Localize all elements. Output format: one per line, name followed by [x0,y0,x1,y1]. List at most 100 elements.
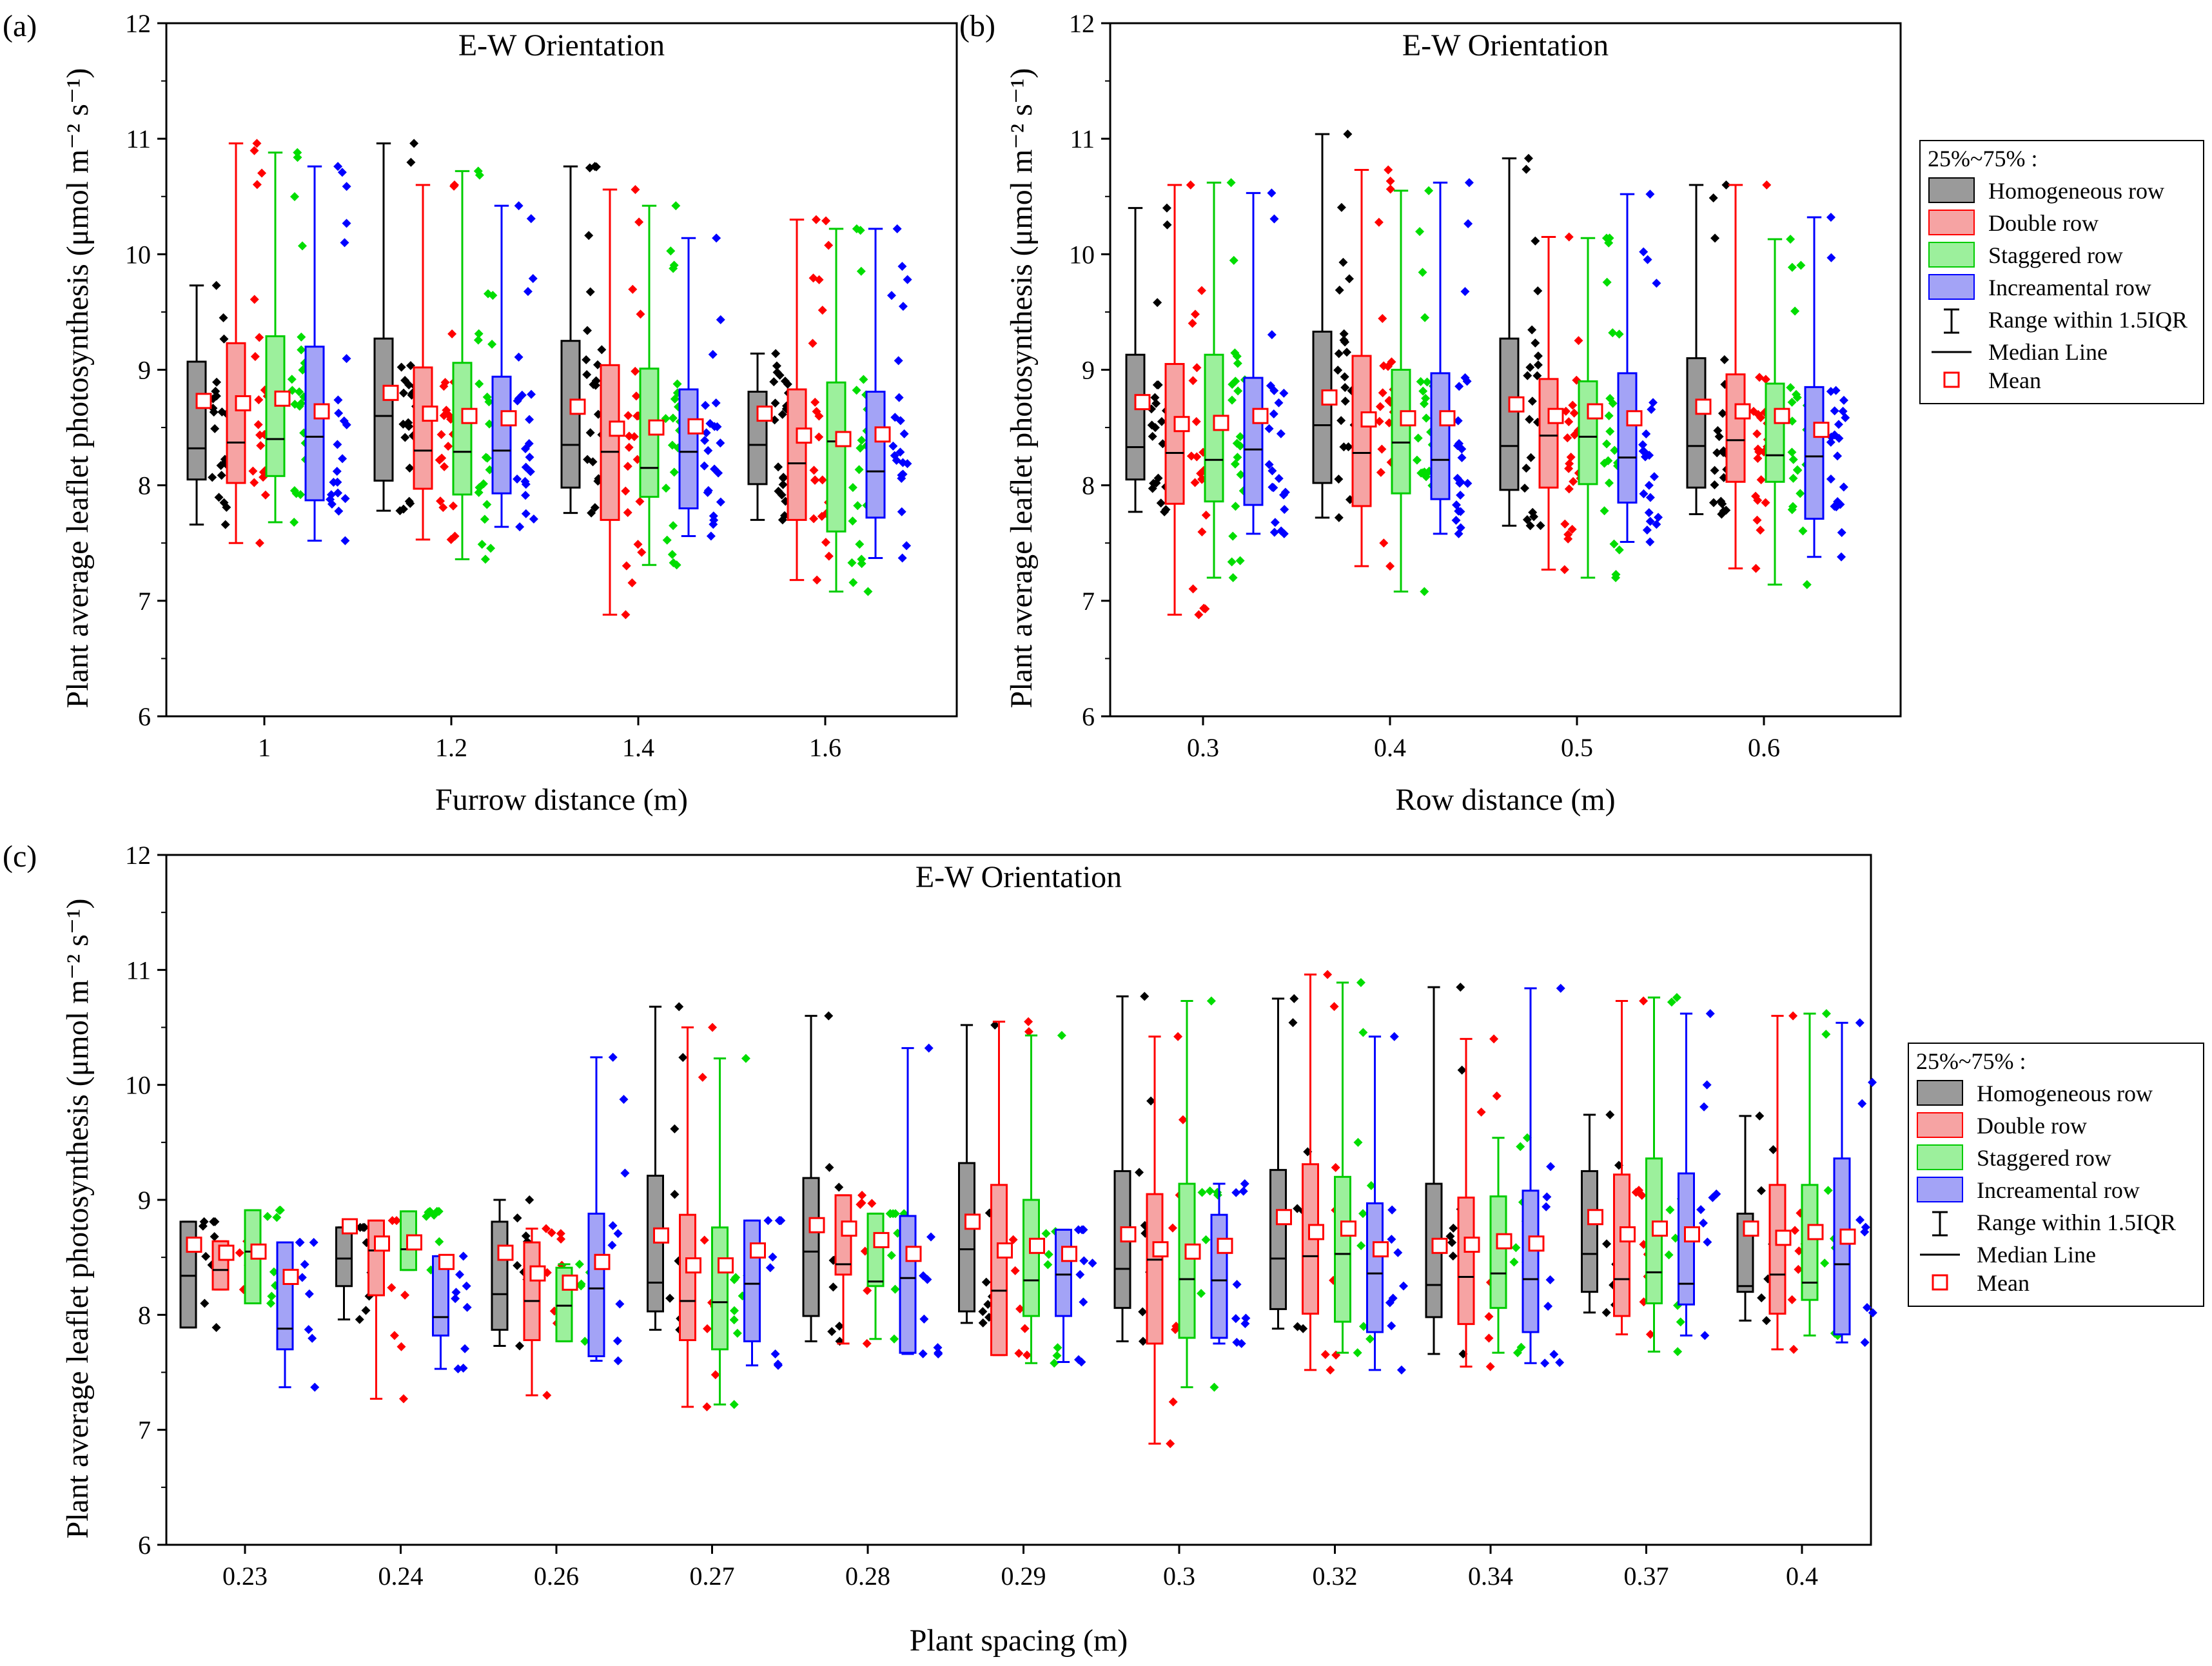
box [1351,355,1372,507]
data-point [1604,478,1614,488]
data-point [513,474,522,484]
data-point [902,541,912,551]
data-point [542,1391,552,1400]
x-axis-label: Furrow distance (m) [435,783,688,817]
data-point [1639,996,1649,1006]
data-point [1456,491,1465,500]
data-point [448,501,458,511]
legend-swatch-staggered [1928,242,1975,268]
data-point [1353,1137,1363,1147]
data-point [821,216,831,226]
data-point [1240,1319,1250,1329]
data-point [1197,527,1207,536]
data-point [1868,1308,1877,1318]
data-point [706,531,716,541]
data-point [711,398,721,408]
data-point [210,424,220,433]
data-point [1162,220,1172,230]
data-point [255,430,265,440]
data-point [1522,164,1531,174]
data-point [1838,406,1848,416]
data-point [856,266,866,276]
data-point [613,1356,623,1366]
legend-label: Staggered row [1977,1145,2111,1171]
data-point [1708,1193,1718,1202]
data-point [729,1400,739,1409]
data-point [1445,1231,1455,1241]
data-point [217,407,227,416]
data-point [1197,1289,1206,1298]
data-point [1757,1293,1767,1303]
data-point [1719,506,1728,516]
data-point [462,1281,471,1291]
data-point [267,1291,277,1301]
data-point [636,309,645,319]
data-point [1274,474,1284,484]
data-point [769,377,779,387]
data-point [1868,1077,1877,1087]
data-point [1700,1331,1710,1340]
mean-marker [1134,394,1151,411]
data-point [1366,1181,1376,1190]
data-point [250,295,259,304]
data-point [360,1222,369,1232]
data-point [523,287,533,297]
data-point [1331,1162,1340,1172]
data-point [1647,404,1656,414]
x-tick-label: 0.27 [690,1562,735,1591]
x-tick-label: 0.24 [378,1562,424,1591]
data-point [857,435,866,445]
data-point [848,578,858,587]
data-point [1209,1382,1219,1392]
mean-marker [1340,1220,1356,1237]
data-point [327,499,337,509]
data-point [633,540,643,549]
x-tick-label: 0.29 [1001,1562,1046,1591]
data-point [514,201,524,211]
data-point [1837,528,1846,538]
data-point [1716,496,1726,506]
box [1581,1170,1598,1293]
data-point [400,376,410,386]
mean-marker [1173,416,1190,433]
y-tick-label: 10 [125,1071,151,1100]
data-point [1710,480,1719,489]
data-point [778,480,788,489]
data-point [1710,233,1720,243]
data-point [1378,388,1387,398]
data-point [1148,431,1157,441]
data-point [210,1232,219,1242]
data-point [670,1124,680,1133]
data-point [897,262,907,271]
data-point [1356,1241,1366,1251]
data-point [702,1402,712,1411]
mean-marker [1276,1209,1292,1226]
mean-marker [1684,1226,1700,1242]
data-point [404,422,414,431]
data-point [482,500,492,509]
data-point [588,457,598,467]
data-point [1079,1256,1089,1266]
data-point [1830,406,1839,416]
data-point [1191,416,1201,426]
data-point [409,139,419,148]
data-point [1560,565,1569,574]
data-point [1566,453,1576,462]
data-point [1638,440,1648,449]
data-point [1186,180,1195,190]
data-point [287,375,297,384]
data-point [255,333,264,342]
data-point [635,496,645,506]
data-point [1787,447,1797,457]
data-point [1161,505,1171,514]
mean-marker [1528,1235,1545,1252]
data-point [254,395,264,405]
data-point [771,349,781,358]
data-point [783,379,792,389]
mean-marker [594,1253,611,1270]
data-point [808,338,817,348]
data-point [252,180,262,190]
data-point [854,465,864,475]
data-point [934,1348,943,1358]
data-point [867,1199,877,1208]
